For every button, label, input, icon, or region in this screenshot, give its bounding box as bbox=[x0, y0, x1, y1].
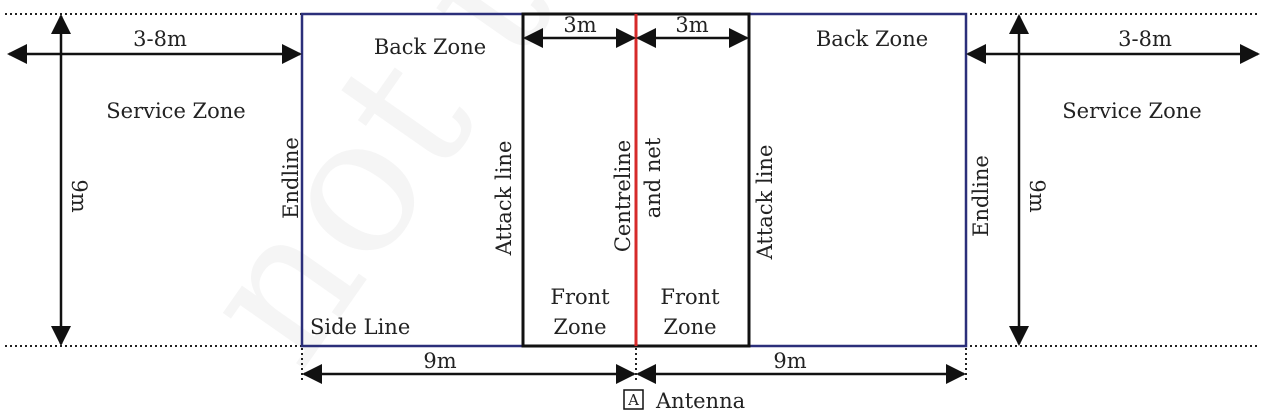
watermark: not to bbox=[155, 0, 660, 401]
dim-front-left: 3m bbox=[563, 13, 596, 37]
dim-service-left: 3-8m bbox=[133, 27, 187, 51]
front-zone-right-label-2: Zone bbox=[663, 315, 716, 339]
endline-right-label: Endline bbox=[969, 155, 993, 237]
centreline-label-2: and net bbox=[641, 137, 665, 218]
antenna-symbol-box bbox=[623, 389, 644, 410]
antenna-symbol-letter: A bbox=[627, 391, 639, 409]
dim-half-left: 9m bbox=[423, 349, 456, 373]
dim-width-left: 9m bbox=[67, 179, 91, 212]
service-zone-right-label: Service Zone bbox=[1062, 99, 1201, 123]
attack-line-right-label: Attack line bbox=[753, 145, 777, 261]
side-line-label: Side Line bbox=[310, 315, 410, 339]
front-zone-left-label-2: Zone bbox=[553, 315, 606, 339]
dim-half-right: 9m bbox=[773, 349, 806, 373]
service-zone-left-label: Service Zone bbox=[106, 99, 245, 123]
front-zone-right-label-1: Front bbox=[660, 285, 720, 309]
endline-left-label: Endline bbox=[279, 137, 303, 219]
dim-front-right: 3m bbox=[675, 13, 708, 37]
dim-service-right: 3-8m bbox=[1118, 27, 1172, 51]
antenna-label: Antenna bbox=[655, 389, 745, 413]
dim-width-right: 9m bbox=[1025, 179, 1049, 212]
centreline-label-1: Centreline bbox=[611, 140, 635, 252]
back-zone-right-label: Back Zone bbox=[816, 27, 928, 51]
back-zone-left-label: Back Zone bbox=[374, 35, 486, 59]
front-zone-left-label-1: Front bbox=[550, 285, 610, 309]
attack-line-left-label: Attack line bbox=[492, 141, 516, 257]
